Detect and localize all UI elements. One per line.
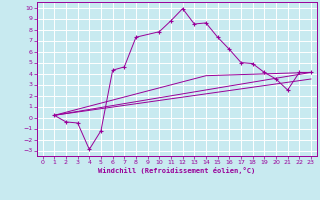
X-axis label: Windchill (Refroidissement éolien,°C): Windchill (Refroidissement éolien,°C) — [98, 167, 255, 174]
